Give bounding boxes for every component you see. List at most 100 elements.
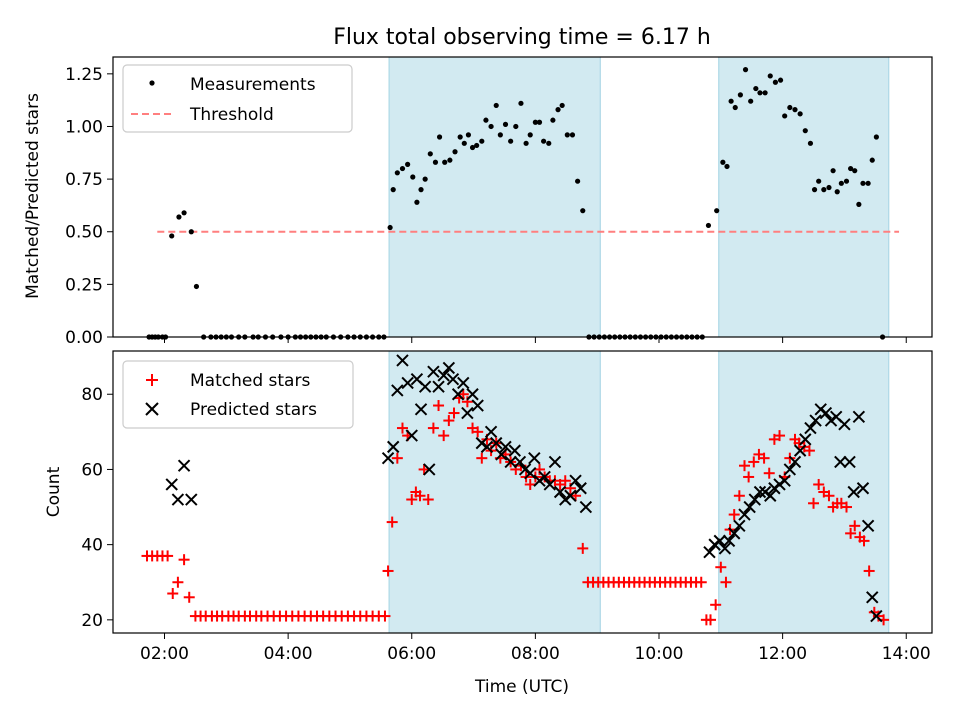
measurement-point <box>757 90 763 96</box>
matched-star-point <box>422 494 434 506</box>
measurement-point <box>852 168 858 174</box>
shaded-interval <box>389 57 601 337</box>
predicted-star-point <box>423 463 436 476</box>
measurement-point <box>442 159 448 165</box>
matched-star-point <box>845 527 857 539</box>
matched-star-point <box>823 490 835 502</box>
measurement-point <box>479 138 485 144</box>
x-tick-label: 10:00 <box>635 644 684 664</box>
matched-star-point <box>739 460 751 472</box>
measurement-point <box>838 180 844 186</box>
plot-frame <box>112 56 933 338</box>
predicted-star-point <box>778 474 791 487</box>
measurement-point <box>811 187 818 193</box>
measurement-point <box>873 134 879 140</box>
measurement-point <box>821 187 827 193</box>
measurement-point <box>830 168 836 174</box>
measurement-point <box>176 214 182 220</box>
measurement-point <box>834 189 840 195</box>
ratio-panel: 0.00 0.25 0.50 0.75 1.00 1.25 Matched/Predict… <box>23 56 933 348</box>
measurement-point <box>394 170 400 176</box>
measurement-point <box>493 102 499 109</box>
matched-star-point <box>695 576 707 588</box>
predicted-star-point <box>553 485 567 499</box>
predicted-star-point <box>783 463 797 476</box>
y-tick-label: 20 <box>81 611 103 631</box>
matched-star-point <box>178 554 190 566</box>
legend-matched-label: Matched stars <box>190 371 310 391</box>
predicted-star-point <box>495 448 508 461</box>
predicted-star-point <box>548 455 562 469</box>
y-tick-label: 60 <box>81 460 103 480</box>
measurement-point <box>714 208 720 214</box>
measurement-point <box>513 123 519 130</box>
measurement-point <box>541 138 547 144</box>
measurement-point <box>848 165 854 172</box>
matched-star-point <box>418 463 430 475</box>
predicted-star-point <box>524 466 537 480</box>
matched-star-point <box>763 467 775 479</box>
predicted-star-point <box>564 489 577 502</box>
matched-star-point <box>559 475 571 487</box>
measurement-point <box>802 128 808 134</box>
predicted-star-point <box>569 474 582 487</box>
measurement-point <box>782 113 788 119</box>
matched-star-point <box>396 422 408 434</box>
measurement-point <box>474 142 480 149</box>
measurement-point <box>860 180 866 186</box>
legend-measurements-label: Measurements <box>190 75 316 95</box>
measurement-point <box>488 123 494 130</box>
measurement-point <box>410 174 416 180</box>
matched-star-point <box>427 422 439 434</box>
predicted-star-point <box>471 399 484 412</box>
measurement-point <box>732 104 738 111</box>
measurement-point <box>724 163 730 170</box>
matched-star-point <box>524 478 536 490</box>
measurement-point <box>737 92 743 98</box>
predicted-star-point <box>427 365 440 378</box>
measurement-point <box>418 187 424 193</box>
y-tick-label: 0.00 <box>65 328 103 348</box>
figure-title: Flux total observing time = 6.17 h <box>333 25 711 50</box>
predicted-star-point <box>513 455 527 469</box>
predicted-star-point <box>819 406 833 420</box>
predicted-star-point <box>401 376 414 390</box>
predicted-star-point <box>866 591 879 604</box>
predicted-star-point <box>451 388 465 401</box>
predicted-star-point <box>484 425 498 439</box>
matched-star-point <box>448 407 460 419</box>
predicted-stars-series <box>165 354 883 623</box>
measurement-point <box>399 165 406 172</box>
measurement-point <box>826 184 832 191</box>
measurements-series <box>146 67 886 340</box>
measurement-point <box>422 176 428 182</box>
legend-matched-marker <box>146 374 158 386</box>
matched-star-point <box>476 452 488 464</box>
matched-star-point <box>758 452 770 464</box>
matched-star-point <box>840 501 852 513</box>
predicted-star-point <box>703 545 716 559</box>
predicted-star-point <box>733 519 746 533</box>
predicted-star-point <box>804 421 817 435</box>
measurement-point <box>564 132 570 138</box>
measurement-point <box>436 134 443 140</box>
matched-star-point <box>849 520 861 532</box>
predicted-star-point <box>437 369 450 382</box>
measurement-point <box>787 104 793 111</box>
predicted-star-point <box>387 440 400 454</box>
matched-star-point <box>705 614 717 626</box>
ratio-axes: 0.00 0.25 0.50 0.75 1.00 1.25 <box>65 56 933 348</box>
measurement-point <box>843 178 850 184</box>
measurement-point <box>193 283 200 290</box>
matched-star-point <box>162 550 174 562</box>
matched-star-point <box>379 610 391 622</box>
measurement-point <box>465 132 472 138</box>
matched-star-point <box>803 445 815 457</box>
predicted-star-point <box>852 410 866 424</box>
matched-star-point <box>457 388 469 400</box>
predicted-star-point <box>543 478 557 491</box>
x-tick-label: 14:00 <box>882 644 931 664</box>
ratio-shaded-intervals <box>388 57 890 337</box>
matched-star-point <box>172 576 184 588</box>
